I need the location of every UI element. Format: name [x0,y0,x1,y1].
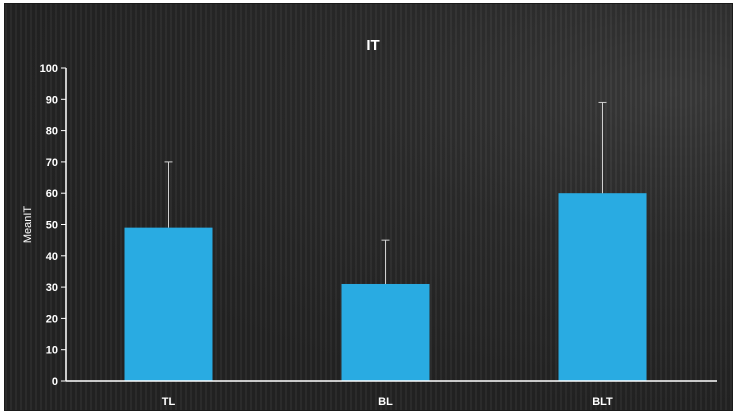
bar-tl [124,227,213,381]
x-tick-label: BL [378,396,393,408]
y-tick-label: 80 [46,126,58,138]
x-tick-label: TL [162,396,176,408]
y-axis-label: MeanIT [22,206,34,244]
bar-blt [558,193,647,381]
y-axis-ticks: 0 10 20 30 40 50 60 70 80 90 100 [40,63,66,388]
chart-canvas: IT MeanIT 0 10 20 30 40 50 60 70 80 90 100 TL BL BLT [22,37,717,408]
y-tick-label: 60 [46,188,58,200]
bar-bl [341,283,430,381]
y-tick-label: 10 [46,345,58,357]
bars-group [124,193,647,381]
y-tick-label: 0 [52,376,58,388]
error-bars-group [164,101,607,284]
x-tick-label: BLT [592,396,613,408]
x-axis-ticks: TL BL BLT [162,396,613,408]
y-tick-label: 90 [46,94,58,106]
chart-frame: IT MeanIT 0 10 20 30 40 50 60 70 80 90 100 TL BL BLT [4,3,733,411]
y-tick-label: 100 [40,63,58,75]
y-tick-label: 20 [46,313,58,325]
y-tick-label: 50 [46,220,58,232]
y-tick-label: 40 [46,251,58,263]
chart-title: IT [366,37,379,54]
y-tick-label: 70 [46,157,58,169]
y-tick-label: 30 [46,282,58,294]
